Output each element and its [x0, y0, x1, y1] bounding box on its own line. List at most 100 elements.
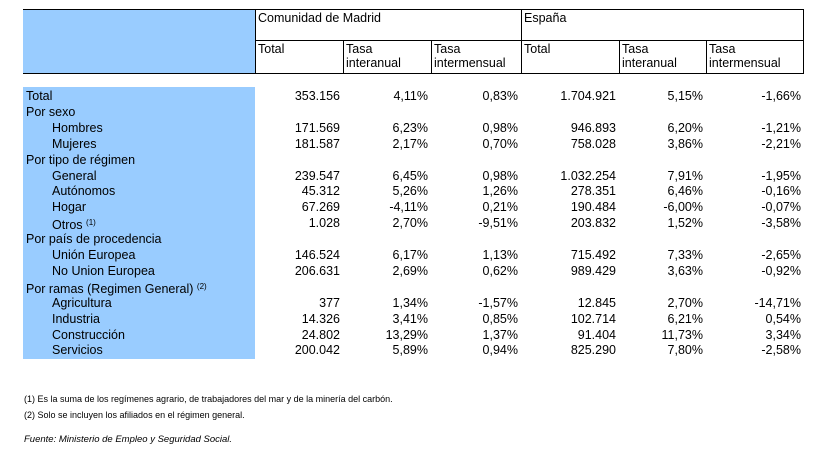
table-cell: 4,11% — [393, 89, 428, 103]
table-cell: -14,71% — [754, 295, 801, 310]
col-header-line1: Tasa — [709, 42, 736, 56]
row-label: Por tipo de régimen — [26, 152, 135, 168]
row-label: Por ramas (Regimen General) (2) — [26, 279, 207, 297]
row-label-text: Hombres — [52, 120, 103, 135]
table-cell: 0,21% — [482, 200, 518, 215]
table-cell: 203.832 — [570, 216, 616, 231]
row-label-text: Por país de procedencia — [26, 232, 162, 247]
table-cell: 1.032.254 — [560, 168, 616, 183]
table-cell: 0,98% — [482, 168, 518, 183]
table-cell: -1,21% — [761, 120, 801, 135]
row-label: Industria — [52, 311, 100, 327]
table-cell: 715.492 — [570, 248, 616, 262]
table-cell: 91.404 — [577, 327, 616, 342]
row-label-text: Por ramas (Regimen General) — [26, 281, 194, 296]
table-cell: 11,73% — [661, 327, 703, 342]
col-header-madrid-total: Total — [258, 42, 285, 56]
row-label-text: Mujeres — [52, 136, 97, 151]
row-label: Construcción — [52, 327, 125, 343]
row-label-text: Agricultura — [52, 295, 112, 310]
table-cell: 0,83% — [482, 89, 518, 103]
col-header-line2: intermensual — [709, 56, 781, 70]
table-cell: -3,58% — [761, 216, 801, 231]
table-cell: 946.893 — [570, 120, 616, 135]
row-label-text: Por sexo — [26, 104, 76, 119]
row-label: Unión Europea — [52, 247, 135, 263]
table-cell: -6,00% — [663, 200, 703, 215]
table-cell: 200.042 — [294, 343, 340, 358]
table-cell: 5,15% — [667, 89, 703, 103]
table-cell: 1,26% — [482, 184, 518, 199]
header-group-rule — [255, 40, 804, 41]
table-cell: 13,29% — [385, 327, 428, 342]
table-cell: 45.312 — [301, 184, 340, 199]
table-cell: -1,66% — [761, 89, 801, 103]
header-label-fill — [23, 9, 255, 73]
table-cell: 6,45% — [392, 168, 428, 183]
group-header-madrid: Comunidad de Madrid — [258, 11, 381, 25]
table-cell: 6,20% — [667, 120, 703, 135]
col-header-line1: Tasa — [346, 42, 373, 56]
table-cell: 0,54% — [765, 311, 801, 326]
header-top-rule — [23, 9, 804, 10]
header-divider-s2 — [619, 40, 620, 74]
table-cell: -4,11% — [389, 200, 428, 215]
table-cell: 5,26% — [392, 184, 428, 199]
table-cell: 6,46% — [667, 184, 703, 199]
row-label-text: Autónomos — [52, 184, 116, 199]
table-cell: 1,37% — [482, 327, 518, 342]
table-cell: 190.484 — [570, 200, 616, 215]
table-cell: 3,34% — [765, 327, 801, 342]
table-cell: 3,86% — [667, 136, 703, 151]
table-cell: 3,63% — [667, 263, 703, 278]
header-divider-s3 — [706, 40, 707, 74]
row-label: Agricultura — [52, 295, 112, 311]
row-label: Mujeres — [52, 136, 96, 152]
col-header-line1: Tasa — [622, 42, 649, 56]
table-cell: -2,21% — [761, 136, 801, 151]
table-cell: -2,65% — [761, 248, 801, 262]
table-cell: -0,07% — [761, 200, 801, 215]
table-cell: 825.290 — [570, 343, 616, 358]
table-cell: 2,17% — [392, 136, 428, 151]
footnote-1: (1) Es la suma de los regímenes agrario,… — [24, 394, 393, 404]
col-header-spain-interanual: Tasa interanual — [622, 42, 677, 70]
row-label-text: Unión Europea — [52, 248, 136, 262]
table-cell: 278.351 — [570, 184, 616, 199]
row-label: General — [52, 168, 96, 184]
row-label-text: Hogar — [52, 200, 87, 215]
row-label-text: Total — [26, 89, 53, 103]
row-label: Hombres — [52, 120, 103, 136]
footnote-marker: (2) — [196, 281, 207, 291]
table-cell: 6,23% — [392, 120, 428, 135]
table-cell: -1,95% — [761, 168, 801, 183]
col-header-madrid-intermensual: Tasa intermensual — [434, 42, 506, 70]
table-cell: 0,94% — [482, 343, 518, 358]
table-cell: 1,34% — [392, 295, 428, 310]
table-cell: -9,51% — [478, 216, 518, 231]
table-cell: 2,70% — [667, 295, 703, 310]
table-cell: 24.802 — [301, 327, 340, 342]
col-header-spain-intermensual: Tasa intermensual — [709, 42, 781, 70]
group-header-spain: España — [524, 11, 567, 25]
table-cell: 1,13% — [482, 248, 518, 262]
table-cell: 377 — [319, 295, 340, 310]
table-cell: 12.845 — [577, 295, 616, 310]
header-divider-m3 — [431, 40, 432, 74]
body-label-fill — [23, 87, 255, 359]
table-cell: 0,70% — [482, 136, 518, 151]
table-cell: 1,52% — [667, 216, 703, 231]
row-label: Total — [26, 88, 52, 104]
header-bottom-rule — [23, 73, 804, 74]
row-label: Otros (1) — [52, 215, 96, 233]
table-cell: 0,62% — [482, 263, 518, 278]
table-cell: 0,85% — [482, 311, 518, 326]
footnote-2: (2) Solo se incluyen los afiliados en el… — [24, 410, 245, 420]
row-label-text: Servicios — [52, 343, 103, 358]
table-cell: 206.631 — [294, 263, 340, 278]
row-label: Hogar — [52, 199, 86, 215]
row-label-text: No Union Europea — [52, 263, 155, 278]
table-cell: 6,21% — [667, 311, 703, 326]
table-cell: 3,41% — [392, 311, 428, 326]
col-header-line2: interanual — [622, 56, 677, 70]
